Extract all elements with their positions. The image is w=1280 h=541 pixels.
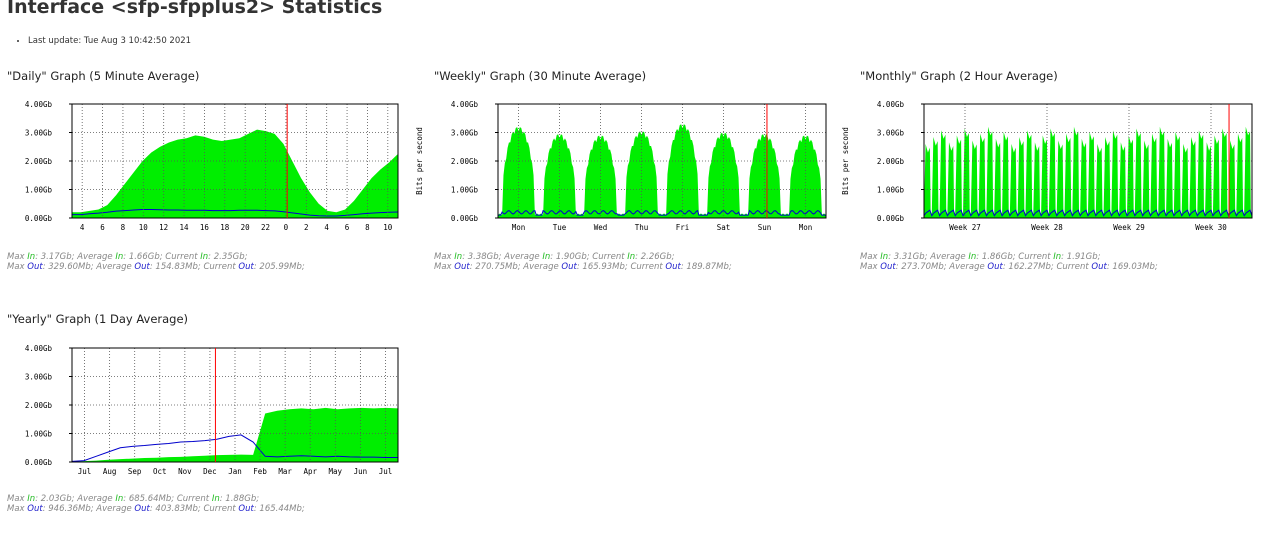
x-tick-label: Jul [379,467,393,476]
monthly-graph-title: "Monthly" Graph (2 Hour Average) [860,69,1058,83]
y-tick-label: 0.00Gb [451,214,479,223]
series-in-area [72,407,398,462]
x-tick-label: Fri [676,223,690,232]
weekly-stats: Max In: 3.38Gb; Average In: 1.90Gb; Curr… [434,252,732,272]
x-tick-label: Wed [594,223,608,232]
daily-stats: Max In: 3.17Gb; Average In: 1.66Gb; Curr… [7,252,305,272]
y-tick-label: 2.00Gb [25,157,53,166]
x-tick-label: May [329,467,343,476]
meta-list: Last update: Tue Aug 3 10:42:50 2021 [10,36,191,46]
y-tick-label: 0.00Gb [877,214,905,223]
series-out-line [72,208,399,217]
series-in-area [924,126,1252,218]
y-tick-label: 2.00Gb [451,157,479,166]
weekly-graph-title: "Weekly" Graph (30 Minute Average) [434,69,647,83]
daily-graph-title: "Daily" Graph (5 Minute Average) [7,69,200,83]
x-tick-label: 10 [383,223,393,232]
series-out-line [498,209,826,216]
x-tick-label: 10 [139,223,149,232]
series-in-area [498,124,826,218]
y-tick-label: 1.00Gb [25,186,53,195]
daily-stats-in: Max In: 3.17Gb; Average In: 1.66Gb; Curr… [7,252,248,262]
x-tick-label: 2 [304,223,309,232]
daily-graph: 0.00Gb 1.00Gb 2.00Gb 3.00Gb 4.00Gb 4 6 8 10 12 14 1… [0,96,410,246]
x-tick-label: Dec [203,467,217,476]
y-axis-label: Bits per second [841,127,850,195]
monthly-graph: 0.00Gb 1.00Gb 2.00Gb 3.00Gb 4.00Gb Bits per s… [838,96,1258,246]
monthly-stats-in: Max In: 3.31Gb; Average In: 1.86Gb; Curr… [860,252,1101,262]
x-tick-label: 12 [159,223,168,232]
weekly-stats-in: Max In: 3.38Gb; Average In: 1.90Gb; Curr… [434,252,675,262]
x-tick-label: Nov [178,467,192,476]
x-tick-label: 6 [345,223,350,232]
x-tick-label: Tue [553,223,567,232]
x-tick-label: 20 [241,223,251,232]
last-update: Last update: Tue Aug 3 10:42:50 2021 [28,36,191,46]
x-tick-label: Thu [635,223,649,232]
x-tick-label: 8 [121,223,126,232]
x-tick-label: Jun [354,467,368,476]
x-tick-label: 6 [100,223,105,232]
x-tick-label: Oct [153,467,167,476]
page-title: Interface <sfp-sfpplus2> Statistics [7,0,383,18]
y-tick-label: 1.00Gb [877,186,905,195]
x-tick-label: Jan [228,467,242,476]
y-tick-label: 4.00Gb [25,344,53,353]
yearly-stats-in: Max In: 2.03Gb; Average In: 685.64Mb; Cu… [7,494,260,504]
y-tick-label: 3.00Gb [451,129,479,138]
x-tick-label: 8 [365,223,370,232]
y-tick-label: 2.00Gb [877,157,905,166]
x-tick-label: Feb [253,467,267,476]
y-tick-label: 4.00Gb [877,100,905,109]
monthly-stats-out: Max Out: 273.70Mb; Average Out: 162.27Mb… [860,262,1158,272]
x-tick-label: Week 27 [949,223,981,232]
y-tick-label: 1.00Gb [451,186,479,195]
y-tick-label: 3.00Gb [25,373,53,382]
y-tick-label: 2.00Gb [25,401,53,410]
y-tick-label: 4.00Gb [451,100,479,109]
yearly-graph-title: "Yearly" Graph (1 Day Average) [7,312,189,326]
y-tick-label: 0.00Gb [25,214,53,223]
y-axis-label: Bits per second [415,127,424,195]
x-tick-label: Sat [717,223,731,232]
weekly-graph: 0.00Gb 1.00Gb 2.00Gb 3.00Gb 4.00Gb Bits per s… [412,96,832,246]
y-tick-label: 4.00Gb [25,100,53,109]
x-tick-label: Jul [78,467,92,476]
series-in-area [72,129,398,218]
x-tick-label: Sep [128,467,142,476]
x-tick-label: Mon [512,223,526,232]
yearly-stats: Max In: 2.03Gb; Average In: 685.64Mb; Cu… [7,494,305,514]
x-tick-label: Week 30 [1195,223,1227,232]
y-tick-label: 1.00Gb [25,430,53,439]
x-tick-label: 22 [261,223,270,232]
x-tick-label: 4 [324,223,329,232]
x-tick-label: Week 28 [1031,223,1063,232]
y-tick-label: 0.00Gb [25,458,53,467]
y-tick-label: 3.00Gb [25,129,53,138]
daily-stats-out: Max Out: 329.60Mb; Average Out: 154.83Mb… [7,262,305,272]
x-tick-label: Sun [758,223,772,232]
yearly-graph: 0.00Gb 1.00Gb 2.00Gb 3.00Gb 4.00Gb Jul Aug Sep O… [0,340,410,490]
x-tick-label: Aug [103,467,117,476]
x-tick-label: 0 [284,223,289,232]
x-tick-label: Mon [799,223,813,232]
y-tick-label: 3.00Gb [877,129,905,138]
yearly-stats-out: Max Out: 946.36Mb; Average Out: 403.83Mb… [7,504,305,514]
x-tick-label: 14 [180,223,190,232]
series-out-line [923,209,1253,217]
x-tick-label: 16 [200,223,210,232]
weekly-stats-out: Max Out: 270.75Mb; Average Out: 165.93Mb… [434,262,732,272]
x-tick-label: 4 [80,223,85,232]
x-tick-label: 18 [220,223,230,232]
monthly-stats: Max In: 3.31Gb; Average In: 1.86Gb; Curr… [860,252,1158,272]
x-tick-label: Apr [303,467,317,476]
x-tick-label: Week 29 [1113,223,1145,232]
x-tick-label: Mar [278,467,292,476]
